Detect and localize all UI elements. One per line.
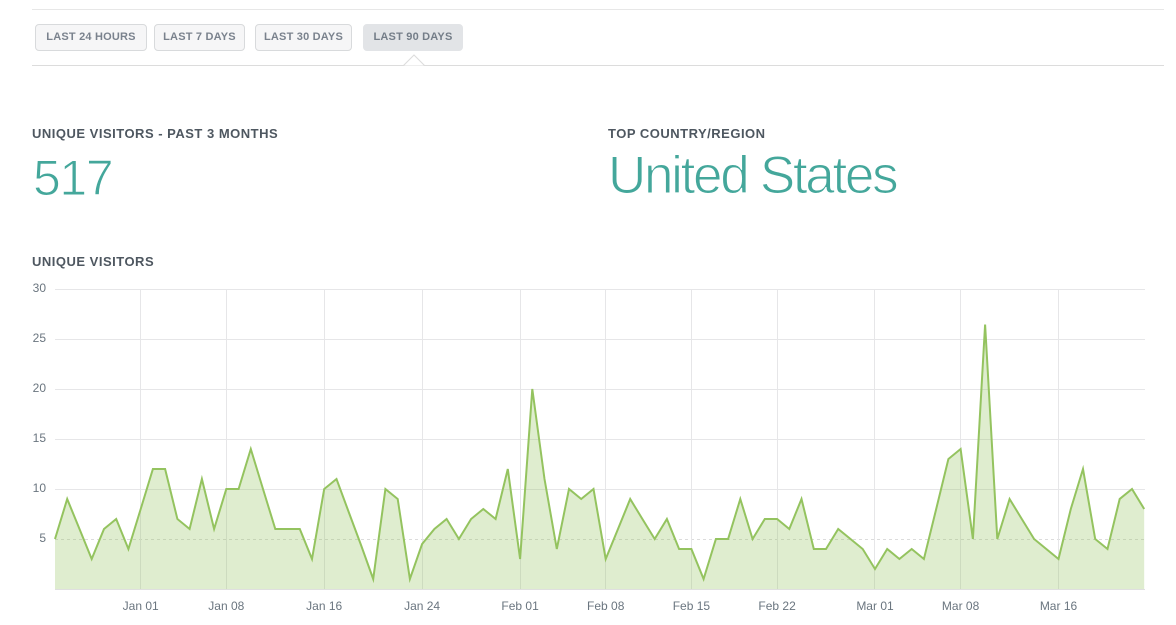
- svg-text:25: 25: [33, 331, 47, 345]
- svg-text:30: 30: [33, 281, 47, 295]
- svg-text:10: 10: [33, 481, 47, 495]
- svg-text:Jan 24: Jan 24: [404, 599, 440, 613]
- svg-text:Jan 01: Jan 01: [123, 599, 159, 613]
- svg-text:Feb 01: Feb 01: [501, 599, 539, 613]
- svg-text:5: 5: [39, 531, 46, 545]
- svg-text:Feb 15: Feb 15: [673, 599, 711, 613]
- svg-text:Feb 22: Feb 22: [758, 599, 796, 613]
- svg-text:Jan 08: Jan 08: [208, 599, 244, 613]
- svg-text:15: 15: [33, 431, 47, 445]
- svg-text:20: 20: [33, 381, 47, 395]
- svg-text:Feb 08: Feb 08: [587, 599, 625, 613]
- svg-text:Mar 01: Mar 01: [856, 599, 894, 613]
- svg-text:Mar 08: Mar 08: [942, 599, 980, 613]
- svg-text:Jan 16: Jan 16: [306, 599, 342, 613]
- svg-text:Mar 16: Mar 16: [1040, 599, 1078, 613]
